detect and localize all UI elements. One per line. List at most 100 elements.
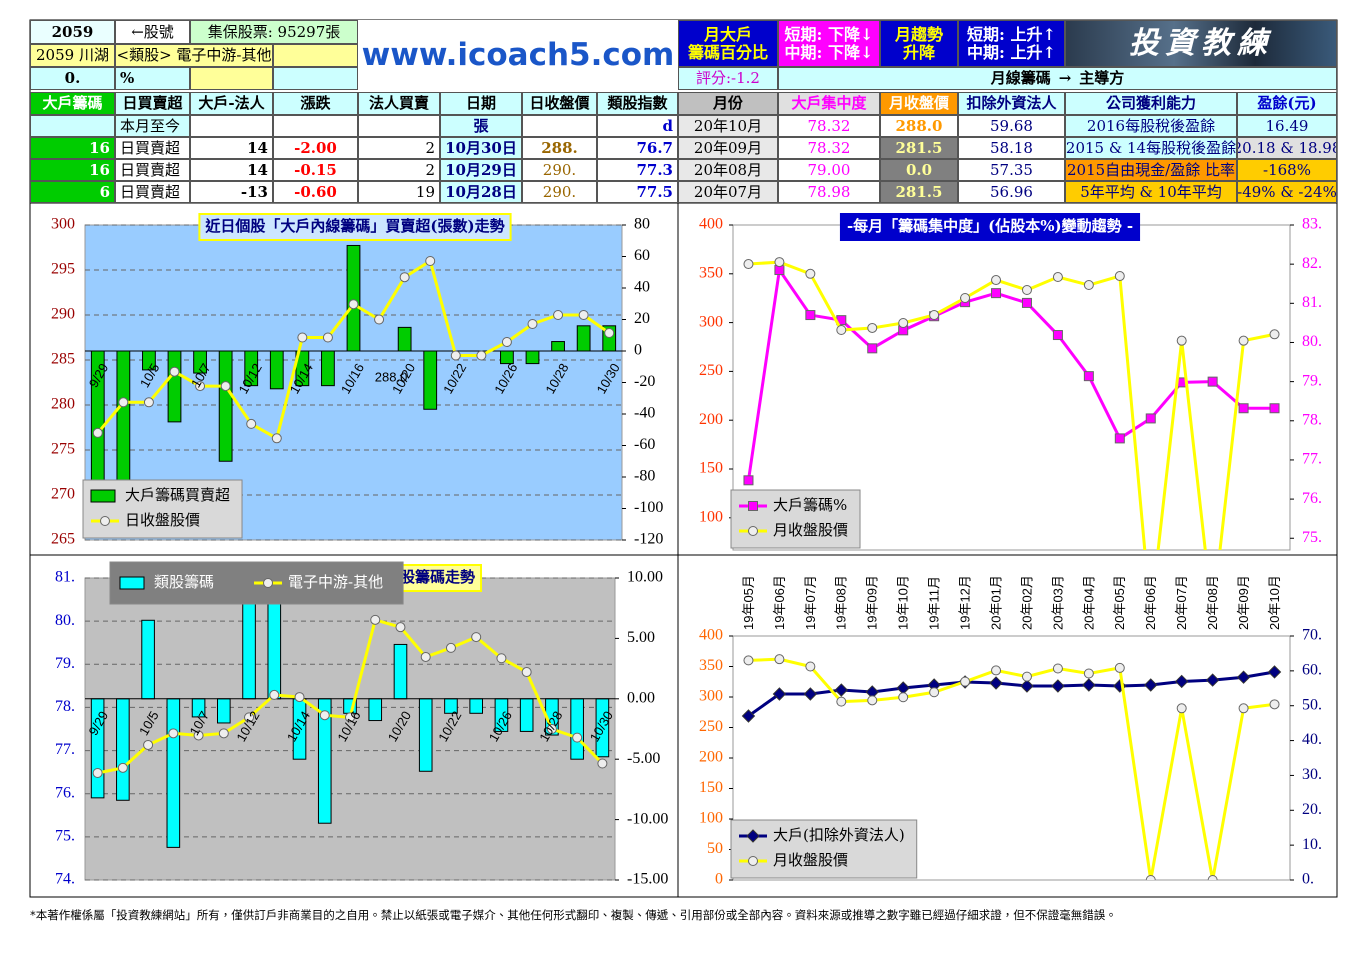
plot-marks [85, 578, 615, 848]
marker [476, 350, 487, 361]
marker [271, 433, 282, 444]
table-cell: 本月至今 [115, 115, 190, 137]
bar [551, 341, 565, 352]
y-tick-label: 74. [55, 871, 75, 888]
y2-tick-label: 30. [1302, 766, 1322, 783]
y2-tick-label: 79. [1302, 372, 1322, 389]
y2-tick-label: -100 [634, 499, 663, 516]
y-tick-label: 79. [55, 655, 75, 672]
table-cell: 日買賣超 [115, 181, 190, 203]
table-cell: 張 [440, 115, 522, 137]
y2-tick-label: -40 [634, 405, 655, 422]
marker [1051, 679, 1065, 693]
marker [1238, 335, 1249, 346]
marker [496, 653, 507, 664]
cell-text: 升降 [902, 42, 935, 62]
y-tick-label: 200 [699, 411, 723, 428]
marker [143, 397, 154, 408]
marker [501, 337, 512, 347]
table-cell: 日買賣超 [115, 159, 190, 181]
header-cell: 短期: 下降↓ 中期: 下降↓ [778, 20, 880, 67]
header-cell: % [115, 67, 190, 90]
table-cell: -0.60 [273, 181, 358, 203]
cell-text: 2015自由現金/盈餘 比率 [1067, 160, 1235, 179]
cell-text: 58.18 [990, 138, 1033, 157]
y-tick-label: 200 [699, 749, 723, 766]
marker [1269, 699, 1280, 710]
y-tick-label: 300 [51, 216, 75, 233]
cell-text: 77.3 [636, 160, 673, 179]
marker [929, 687, 940, 698]
x-tick-label: 20年06月 [1143, 575, 1158, 630]
header-cell: 短期: 上升↑ 中期: 上升↑ [958, 20, 1065, 67]
cell-text: 288.0 [895, 116, 943, 135]
cell-text: 2059 [51, 22, 94, 41]
table-cell: 77.5 [597, 181, 678, 203]
marker [1205, 673, 1220, 687]
marker [867, 343, 878, 354]
cell-text: 籌碼百分比 [687, 42, 768, 62]
table-cell: 日買賣超 [115, 137, 190, 159]
marker [218, 728, 229, 739]
y-tick-label: 275 [51, 441, 75, 458]
cell-text: 20年10月 [693, 116, 763, 135]
column-header: 日收盤價 [522, 92, 597, 115]
column-header: 漲跌 [273, 92, 358, 115]
cell-text: -0.60 [294, 182, 337, 201]
marker [143, 739, 154, 750]
cell-text: 77.5 [636, 182, 673, 201]
x-tick-label: 19年07月 [803, 575, 818, 630]
table-cell: 56.96 [958, 181, 1065, 203]
cell-text: 16 [89, 138, 110, 157]
y2-tick-label: 76. [1302, 490, 1322, 507]
chart-title: 類股籌碼走勢 [384, 568, 475, 586]
header-cell: 月線籌碼 → 主導方 [778, 67, 1337, 90]
cell-text: 日買賣超 [120, 138, 181, 157]
y-tick-label: 350 [699, 264, 723, 281]
legend-marker [748, 526, 758, 536]
table-cell: 6 [30, 181, 115, 203]
y2-tick-label: 75. [1302, 529, 1322, 546]
cell-text: ←股號 [131, 22, 174, 41]
cell-text: 2 [425, 138, 435, 157]
y-tick-label: 400 [699, 627, 723, 644]
cell-text: 公司獲利能力 [1105, 94, 1196, 113]
cell-text: 漲跌 [300, 94, 331, 113]
y-tick-label: 250 [699, 718, 723, 735]
y-tick-label: 50 [707, 840, 723, 857]
header-cell: <類股> 電子中游-其他 [115, 44, 273, 67]
cell-text: 20.18 & 18.98 [1237, 138, 1337, 157]
legend-label: 大戶籌碼% [773, 496, 847, 514]
legend-marker [263, 578, 274, 588]
table-cell: 10月30日 [440, 137, 522, 159]
y-tick-label: 300 [699, 313, 723, 330]
header-cell: 集保股票: 95297張 [190, 20, 358, 44]
bar [167, 350, 182, 423]
cell-text: 56.96 [990, 182, 1033, 201]
bar [321, 350, 335, 387]
marker [578, 310, 589, 320]
plot-marks [743, 257, 1280, 550]
table-cell: 2016每股稅後盈餘 [1065, 115, 1237, 137]
marker [294, 692, 305, 703]
y2-tick-label: -5.00 [627, 750, 660, 767]
marker [991, 275, 1002, 286]
cell-text: 月份 [712, 94, 743, 113]
x-tick-label: 20年08月 [1205, 575, 1220, 630]
table-cell: -13 [190, 181, 273, 203]
marker [1021, 671, 1032, 682]
marker [1174, 674, 1189, 689]
y-tick-label: 400 [699, 216, 723, 233]
cell-text: 14 [247, 160, 268, 179]
marker [1267, 665, 1282, 679]
marker [834, 683, 849, 697]
y-tick-label: 295 [51, 261, 75, 278]
marker [1021, 285, 1032, 295]
marker [193, 730, 204, 741]
cell-text: 14 [247, 138, 268, 157]
marker [1083, 668, 1094, 679]
cell-text: 78.32 [807, 138, 851, 157]
marker [1113, 679, 1127, 693]
table-cell: 79.00 [778, 159, 880, 181]
empty-cell [30, 115, 115, 137]
